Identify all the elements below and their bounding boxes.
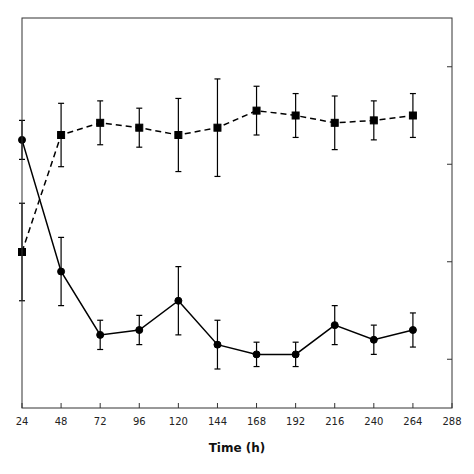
error-bar xyxy=(214,320,220,369)
x-tick xyxy=(256,403,257,408)
x-axis-label: Time (h) xyxy=(209,441,266,455)
plot-area xyxy=(19,79,417,369)
x-tick-label: 168 xyxy=(247,416,266,427)
x-tick-label: 192 xyxy=(286,416,305,427)
x-tick xyxy=(412,403,413,408)
data-point xyxy=(370,117,377,124)
data-point xyxy=(292,351,299,358)
data-point xyxy=(58,132,65,139)
x-tick-label: 96 xyxy=(133,416,146,427)
error-bar xyxy=(410,313,416,347)
x-tick xyxy=(452,403,453,408)
error-bar xyxy=(332,96,338,150)
data-point xyxy=(136,327,143,334)
data-point xyxy=(97,331,104,338)
x-tick xyxy=(100,403,101,408)
x-tick-label: 240 xyxy=(364,416,383,427)
data-point xyxy=(97,119,104,126)
error-bar xyxy=(97,320,103,349)
y-tick xyxy=(447,164,452,165)
data-point xyxy=(370,336,377,343)
x-tick-label: 288 xyxy=(442,416,461,427)
error-bar xyxy=(175,98,181,171)
data-point xyxy=(253,107,260,114)
error-bar xyxy=(332,306,338,345)
data-point xyxy=(409,112,416,119)
x-tick xyxy=(139,403,140,408)
x-tick-label: 144 xyxy=(208,416,227,427)
error-bar xyxy=(97,101,103,145)
x-tick-label: 120 xyxy=(169,416,188,427)
error-bar xyxy=(136,315,142,344)
x-tick xyxy=(61,403,62,408)
x-tick-label: 216 xyxy=(325,416,344,427)
x-tick-label: 72 xyxy=(94,416,107,427)
y-tick xyxy=(447,66,452,67)
x-tick-label: 48 xyxy=(55,416,68,427)
x-tick-label: 264 xyxy=(403,416,422,427)
error-bar xyxy=(175,267,181,335)
error-bar xyxy=(293,94,299,138)
x-tick xyxy=(334,403,335,408)
data-point xyxy=(214,124,221,131)
data-point xyxy=(292,112,299,119)
error-bar xyxy=(371,325,377,354)
x-tick xyxy=(178,403,179,408)
error-bar xyxy=(58,237,64,305)
error-bar xyxy=(410,94,416,138)
data-point xyxy=(214,341,221,348)
error-bar xyxy=(214,79,220,177)
data-point xyxy=(175,132,182,139)
data-point xyxy=(58,268,65,275)
data-point xyxy=(331,119,338,126)
x-tick xyxy=(217,403,218,408)
y-tick xyxy=(447,359,452,360)
data-point xyxy=(136,124,143,131)
y-tick xyxy=(447,261,452,262)
x-tick xyxy=(373,403,374,408)
data-point xyxy=(331,322,338,329)
data-point xyxy=(409,327,416,334)
error-bar xyxy=(293,342,299,366)
x-tick-label: 24 xyxy=(16,416,29,427)
chart: 24 48 72 96 120 144 168 192 216 240 264 288 Time (h) xyxy=(0,0,474,474)
error-bar xyxy=(254,86,260,135)
error-bar xyxy=(58,103,64,166)
x-tick xyxy=(295,403,296,408)
error-bar xyxy=(136,108,142,147)
error-bar xyxy=(254,342,260,366)
plot-frame xyxy=(22,18,452,408)
data-point xyxy=(175,297,182,304)
error-bar xyxy=(371,101,377,140)
x-tick xyxy=(22,403,23,408)
data-point xyxy=(253,351,260,358)
